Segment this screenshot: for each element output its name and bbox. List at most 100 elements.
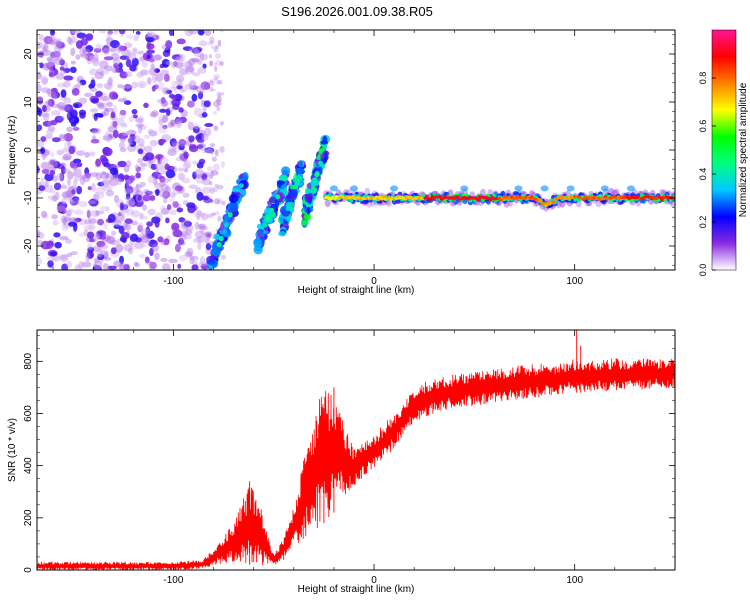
- spectrogram-cell: [194, 230, 205, 239]
- spectrogram-cell: [216, 101, 222, 106]
- spectrogram-cell: [84, 92, 93, 97]
- spectrogram-cell: [97, 103, 105, 110]
- spectrogram-cell: [200, 81, 210, 90]
- spectrogram-cell: [50, 195, 58, 202]
- spectrogram-cell: [148, 130, 158, 137]
- spectrogram-cell: [163, 238, 170, 246]
- spectrogram-cell: [47, 58, 55, 63]
- spectrogram-cell: [177, 172, 185, 181]
- spectrogram-cell: [208, 54, 212, 59]
- x-tick-label: 100: [566, 575, 583, 586]
- spectrogram-cell: [37, 71, 43, 80]
- spectrogram-cell: [166, 204, 172, 211]
- spectrogram-cell: [153, 54, 161, 61]
- spectrogram-cell: [174, 116, 181, 125]
- spectrogram-cell: [42, 214, 49, 219]
- spectrogram-cell: [56, 172, 63, 182]
- spectrogram-cell: [217, 39, 222, 47]
- spectrogram-cell: [37, 83, 42, 93]
- spectrogram-cell: [47, 37, 58, 45]
- spectrogram-cell: [114, 178, 123, 186]
- spectrogram-cell: [141, 60, 148, 68]
- spectrogram-cell: [135, 123, 144, 128]
- spectrogram-cell: [179, 68, 188, 76]
- spectrogram-cell: [60, 89, 67, 98]
- spectrogram-cell: [124, 223, 131, 231]
- spectrogram-cell: [106, 33, 112, 40]
- spectrogram-cell: [128, 247, 134, 255]
- spectrogram-cell: [137, 222, 144, 231]
- spectrogram-cell: [203, 127, 212, 137]
- spectrogram-cell: [95, 43, 101, 51]
- spectrogram-cell: [204, 30, 212, 36]
- spectrogram-cell: [72, 169, 82, 178]
- spectrogram-cell: [96, 83, 104, 88]
- spectrogram-cell: [182, 46, 193, 51]
- spectrogram-cell: [135, 183, 140, 193]
- spectrogram-cell: [206, 166, 213, 172]
- spectrogram-cell: [95, 90, 103, 97]
- spectrogram-cell: [61, 166, 66, 175]
- spectrogram-cell: [105, 174, 114, 183]
- spectrogram-cell: [56, 205, 66, 212]
- spectrogram-cell: [161, 96, 166, 104]
- spectrogram-cell: [95, 158, 101, 167]
- spectrogram-cell: [100, 70, 105, 76]
- spectrogram-cell: [174, 243, 181, 253]
- spectrogram-cell: [56, 102, 67, 110]
- spectrogram-cell: [74, 217, 82, 222]
- colorbar-tick-label: 0.8: [698, 72, 708, 85]
- spectrogram-cell: [93, 53, 99, 61]
- spectrogram-cell: [123, 49, 133, 54]
- spectrogram-cell: [380, 197, 384, 201]
- spectrogram-cell: [63, 133, 73, 142]
- spectrogram-cell: [72, 165, 77, 171]
- spectrogram-cell: [262, 222, 268, 228]
- spectrogram-cell: [46, 56, 53, 62]
- spectrogram-cell: [127, 136, 133, 146]
- spectrogram-cell: [99, 172, 109, 180]
- spectrogram-cell: [121, 232, 130, 240]
- spectrogram-cell: [84, 172, 91, 179]
- y-tick-label: 800: [23, 353, 34, 370]
- spectrogram-cell: [52, 103, 60, 109]
- spectrogram-cell: [74, 116, 80, 124]
- spectrogram-cell: [209, 187, 215, 194]
- spectrogram-cell: [238, 183, 244, 189]
- spectrogram-cell: [539, 200, 543, 204]
- spectrogram-cell: [112, 219, 123, 227]
- spectrogram-cell: [80, 53, 88, 59]
- spectrogram-cell: [324, 199, 331, 208]
- spectrogram-cell: [147, 175, 156, 184]
- spectrogram-cell: [131, 243, 139, 250]
- spectrogram-cell: [61, 191, 70, 199]
- spectrogram-cell: [67, 141, 72, 147]
- spectrogram-cell: [213, 100, 220, 108]
- spectrogram-cell: [159, 175, 166, 183]
- spectrogram-cell: [146, 43, 155, 50]
- spectrogram-cell: [138, 242, 147, 248]
- spectrogram-cell: [39, 62, 44, 69]
- spectrogram-cell: [189, 84, 198, 92]
- snr-xlabel: Height of straight line (km): [298, 584, 415, 595]
- spectrogram-cell: [202, 63, 207, 69]
- spectrogram-cell: [93, 257, 100, 264]
- spectrogram-cell: [154, 182, 164, 190]
- spectrogram-cell: [197, 143, 206, 151]
- spectrogram-cell: [87, 243, 93, 250]
- spectrogram-cell: [40, 210, 48, 218]
- y-tick-label: 400: [23, 457, 34, 474]
- spectrogram-cell: [42, 44, 49, 53]
- spectrogram-cell: [165, 39, 173, 49]
- spectrogram-cell: [78, 232, 86, 238]
- spectrogram-cell: [115, 44, 124, 53]
- spectrogram-cell: [118, 263, 128, 270]
- spectrogram-cell: [116, 239, 121, 246]
- spectrogram-cell: [89, 55, 96, 62]
- spectrogram-cell: [181, 219, 191, 229]
- spectrogram-cell: [63, 67, 71, 73]
- spectrogram-cell: [129, 140, 137, 147]
- spectrogram-cell: [214, 198, 220, 205]
- spectrogram-cell: [87, 186, 93, 191]
- spectrogram-cell: [182, 162, 191, 170]
